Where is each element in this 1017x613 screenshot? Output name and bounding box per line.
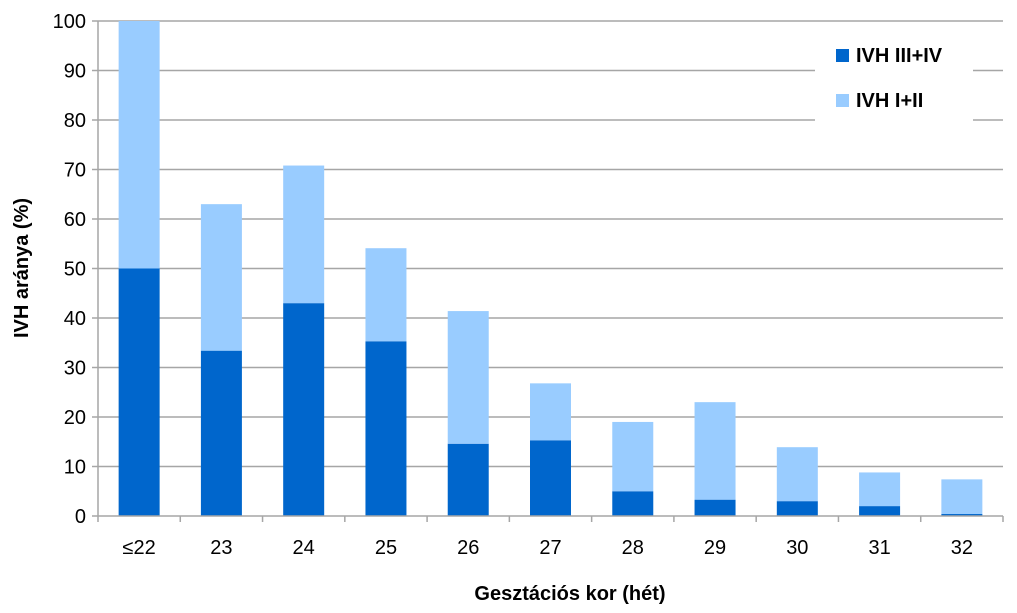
bar-segment-ivh-iii-iv bbox=[530, 440, 571, 516]
x-axis-title: Gesztációs kor (hét) bbox=[474, 583, 665, 605]
grid-lines bbox=[98, 20, 1003, 468]
y-tick-label: 0 bbox=[75, 506, 86, 528]
x-tick-label: 28 bbox=[622, 537, 644, 559]
x-tick-label: 24 bbox=[293, 537, 315, 559]
x-tick-label: ≤22 bbox=[123, 537, 156, 559]
bar-segment-ivh-iii-iv bbox=[447, 443, 489, 516]
bar-segment-ivh-iii-iv bbox=[694, 499, 736, 516]
bar-segment-ivh-iii-iv bbox=[612, 491, 654, 516]
bar-segment-ivh-iii-iv bbox=[118, 268, 160, 516]
bar-segment-ivh-i-ii bbox=[859, 472, 901, 507]
x-tick-label: 25 bbox=[375, 537, 397, 559]
bar-segment-ivh-i-ii bbox=[694, 402, 736, 500]
bar-segment-ivh-i-ii bbox=[118, 21, 160, 269]
legend: IVH III+IV IVH I+II bbox=[815, 37, 973, 125]
bar-segment-ivh-i-ii bbox=[612, 421, 654, 492]
bar-segment-ivh-i-ii bbox=[200, 204, 242, 351]
y-tick-label: 30 bbox=[64, 358, 86, 380]
legend-label: IVH I+II bbox=[856, 90, 923, 112]
y-tick-label: 70 bbox=[64, 160, 86, 182]
bar-segment-ivh-iii-iv bbox=[859, 506, 901, 516]
bar-segment-ivh-i-ii bbox=[283, 165, 325, 304]
bar-segment-ivh-i-ii bbox=[447, 311, 489, 444]
bar-segment-ivh-i-ii bbox=[365, 248, 407, 342]
bar-segment-ivh-iii-iv bbox=[283, 303, 325, 516]
y-tick-label: 80 bbox=[64, 110, 86, 132]
bar-segment-ivh-iii-iv bbox=[200, 350, 242, 516]
bar-segment-ivh-iii-iv bbox=[941, 514, 983, 516]
y-tick-label: 90 bbox=[64, 61, 86, 83]
x-tick-label: 32 bbox=[951, 537, 973, 559]
bars bbox=[118, 21, 983, 516]
bar-segment-ivh-i-ii bbox=[776, 447, 818, 502]
legend-swatch bbox=[836, 49, 849, 62]
x-tick-label: 29 bbox=[704, 537, 726, 559]
y-tick-label: 50 bbox=[64, 259, 86, 281]
y-tick-labels: 0 10 20 30 40 50 60 70 80 90 100 bbox=[53, 11, 86, 528]
bar-segment-ivh-iii-iv bbox=[776, 501, 818, 516]
x-tick-label: 27 bbox=[539, 537, 561, 559]
bar-segment-ivh-iii-iv bbox=[365, 341, 407, 516]
x-tick-label: 31 bbox=[868, 537, 890, 559]
y-tick-label: 60 bbox=[64, 209, 86, 231]
bar-segment-ivh-i-ii bbox=[941, 479, 983, 515]
legend-label: IVH III+IV bbox=[856, 45, 943, 67]
x-tick-label: 26 bbox=[457, 537, 479, 559]
bar-segment-ivh-i-ii bbox=[530, 383, 571, 441]
y-tick-label: 20 bbox=[64, 407, 86, 429]
y-tick-label: 100 bbox=[53, 11, 86, 33]
axes bbox=[92, 20, 1004, 522]
legend-swatch bbox=[836, 94, 849, 107]
x-tick-label: 23 bbox=[210, 537, 232, 559]
y-axis-title: IVH aránya (%) bbox=[11, 198, 33, 338]
y-tick-label: 10 bbox=[64, 457, 86, 479]
x-tick-labels: ≤22 23 24 25 26 27 28 29 30 31 32 bbox=[123, 537, 973, 559]
x-tick-label: 30 bbox=[786, 537, 808, 559]
y-tick-label: 40 bbox=[64, 308, 86, 330]
